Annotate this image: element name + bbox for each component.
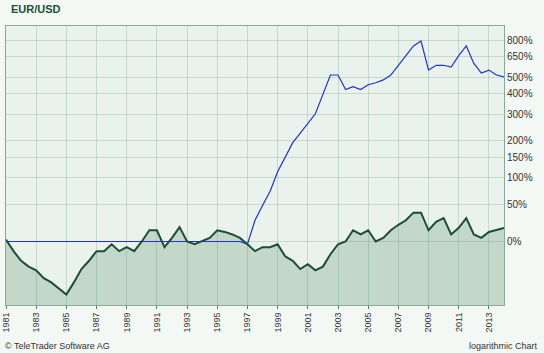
svg-text:2013: 2013	[484, 313, 494, 333]
svg-text:2003: 2003	[333, 313, 343, 333]
svg-text:2007: 2007	[393, 313, 403, 333]
svg-text:2011: 2011	[454, 313, 464, 332]
svg-text:50%: 50%	[507, 199, 527, 210]
svg-text:1991: 1991	[152, 313, 162, 333]
svg-text:400%: 400%	[507, 88, 533, 99]
svg-text:1993: 1993	[182, 313, 192, 333]
svg-text:650%: 650%	[507, 51, 533, 62]
svg-text:200%: 200%	[507, 135, 533, 146]
svg-text:1999: 1999	[273, 313, 283, 333]
svg-text:100%: 100%	[507, 172, 533, 183]
svg-text:150%: 150%	[507, 152, 533, 163]
svg-text:1987: 1987	[91, 313, 101, 333]
svg-text:300%: 300%	[507, 109, 533, 120]
svg-text:0%: 0%	[507, 236, 522, 247]
svg-text:1997: 1997	[242, 313, 252, 333]
svg-text:1989: 1989	[122, 313, 132, 333]
svg-text:logarithmic Chart: logarithmic Chart	[469, 341, 538, 351]
svg-text:1985: 1985	[61, 313, 71, 333]
svg-text:© TeleTrader Software AG: © TeleTrader Software AG	[5, 341, 110, 351]
svg-text:1983: 1983	[31, 313, 41, 333]
svg-text:2001: 2001	[303, 313, 313, 333]
svg-text:2005: 2005	[363, 313, 373, 333]
svg-text:EUR/USD: EUR/USD	[11, 3, 61, 15]
svg-text:1981: 1981	[1, 313, 11, 333]
svg-text:1995: 1995	[212, 313, 222, 333]
svg-text:2009: 2009	[423, 313, 433, 333]
svg-text:500%: 500%	[507, 72, 533, 83]
svg-text:800%: 800%	[507, 35, 533, 46]
